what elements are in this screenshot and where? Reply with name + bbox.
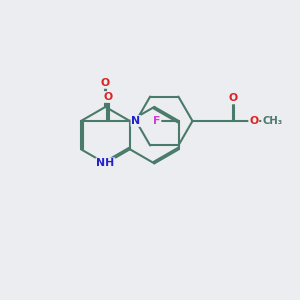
Text: O: O [229, 93, 238, 103]
Text: CH₃: CH₃ [262, 116, 282, 126]
Text: N: N [131, 116, 141, 126]
Text: O: O [103, 92, 112, 102]
Text: O: O [101, 78, 110, 88]
Text: NH: NH [96, 158, 115, 168]
Text: O: O [249, 116, 258, 126]
Text: F: F [153, 116, 160, 126]
